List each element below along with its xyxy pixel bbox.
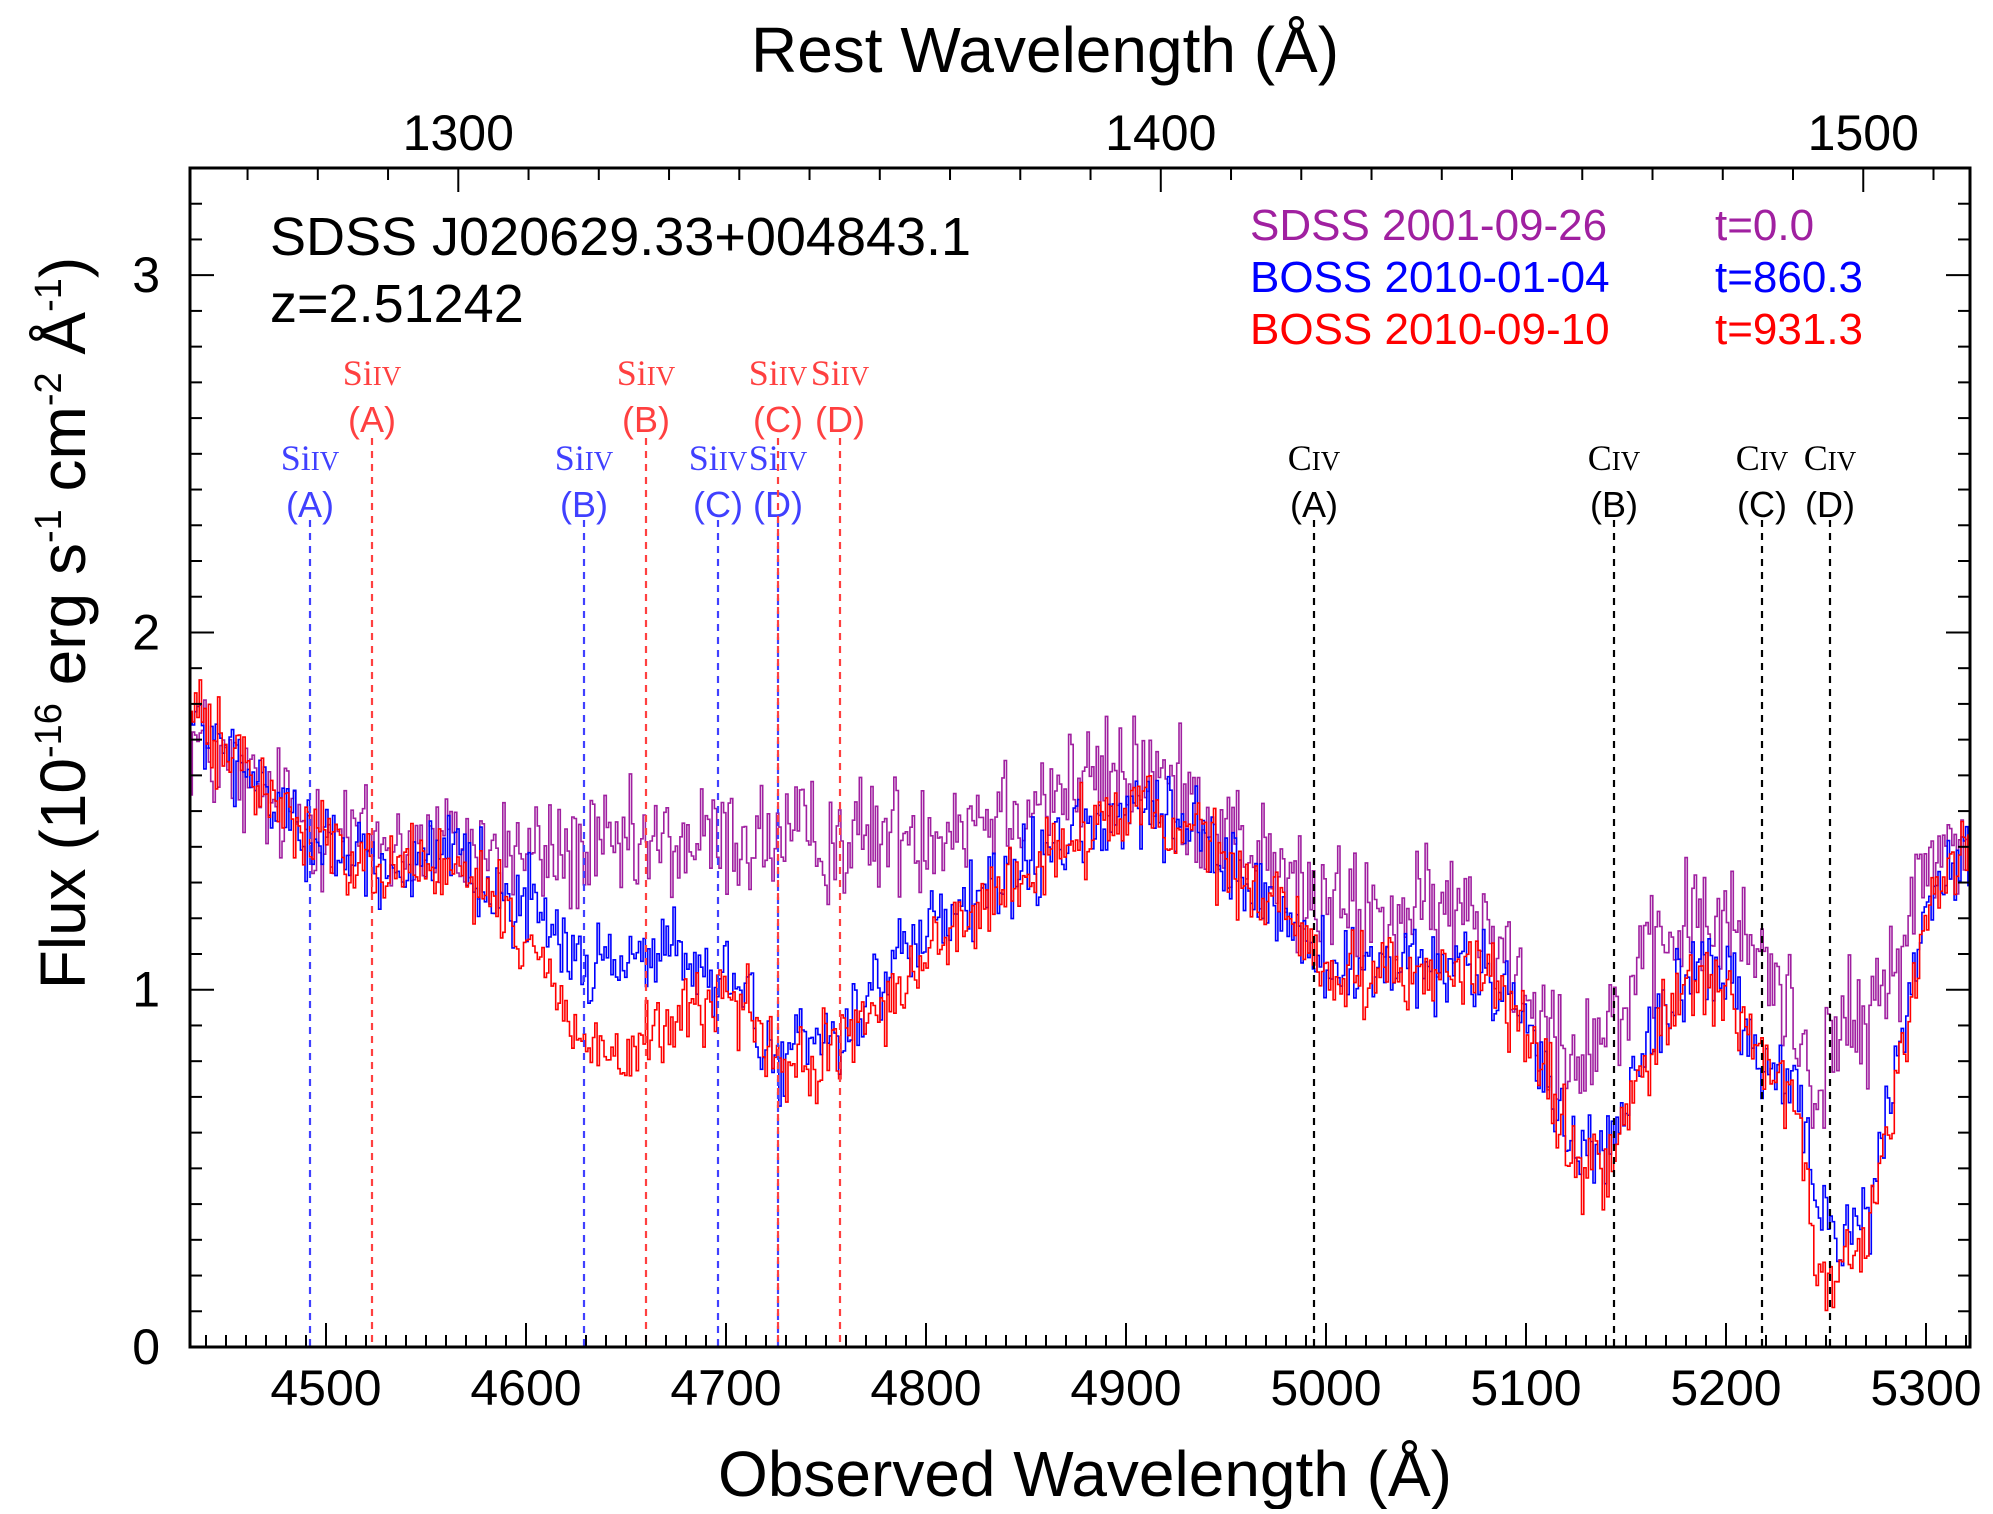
y-axis-title-exp2: -2 <box>28 372 70 406</box>
y-axis-title-prefix: Flux (10 <box>27 758 99 989</box>
legend-time-sdss: t=0.0 <box>1715 201 1814 250</box>
top-tick-label: 1500 <box>1808 105 1919 161</box>
marker-label-10: (C) <box>1737 484 1787 525</box>
marker-ion-5: SiIV <box>749 438 808 478</box>
spectrum-line-0 <box>190 699 1969 1129</box>
marker-ion-7: SiIV <box>811 353 870 393</box>
legend-time-boss1: t=860.3 <box>1715 253 1863 302</box>
marker-label-3: (B) <box>622 399 670 440</box>
x-tick-label: 4900 <box>1070 1360 1181 1416</box>
marker-ion-8: CIV <box>1288 438 1341 478</box>
x-tick-label: 4800 <box>870 1360 981 1416</box>
marker-ion-3: SiIV <box>617 353 676 393</box>
spectrum-series-group <box>190 679 1969 1312</box>
x-tick-label: 4600 <box>470 1360 581 1416</box>
y-axis-title: Flux (10-16 erg s-1 cm-2 Å-1) <box>27 257 99 989</box>
x-tick-label: 4500 <box>270 1360 381 1416</box>
y-axis-title-unit3: Å <box>27 312 99 373</box>
marker-ion-9: CIV <box>1588 438 1641 478</box>
top-tick-label: 1400 <box>1105 105 1216 161</box>
marker-label-1: (A) <box>348 399 396 440</box>
spectrum-line-1 <box>190 704 1969 1267</box>
x-tick-label: 5300 <box>1870 1360 1981 1416</box>
bottom-axis-title: Observed Wavelength (Å) <box>718 1438 1452 1509</box>
y-axis-title-exp3: -1 <box>28 278 70 312</box>
marker-label-11: (D) <box>1805 484 1855 525</box>
x-tick-label: 4700 <box>670 1360 781 1416</box>
y-tick-label: 2 <box>132 604 160 660</box>
marker-ion-11: CIV <box>1804 438 1857 478</box>
legend-name-boss1: BOSS 2010-01-04 <box>1250 253 1610 302</box>
top-axis-title: Rest Wavelength (Å) <box>751 14 1339 86</box>
y-axis-title-exp: -16 <box>28 703 70 758</box>
y-tick-label: 3 <box>132 247 160 303</box>
legend-name-boss2: BOSS 2010-09-10 <box>1250 305 1610 354</box>
object-name: SDSS J020629.33+004843.1 <box>270 207 971 267</box>
marker-label-7: (D) <box>815 399 865 440</box>
legend-time-boss2: t=931.3 <box>1715 305 1863 354</box>
legend-name-sdss: SDSS 2001-09-26 <box>1250 201 1607 250</box>
marker-label-4: (C) <box>693 484 743 525</box>
axes-group: 4500 4600 4700 4800 4900 5000 5100 5200 5300 1300… <box>132 105 1981 1416</box>
marker-label-0: (A) <box>286 484 334 525</box>
y-axis-title-unit2: cm <box>27 406 99 509</box>
y-axis-title-unit1: erg s <box>27 543 99 703</box>
y-axis-title-suffix: ) <box>27 257 99 278</box>
marker-label-9: (B) <box>1590 484 1638 525</box>
top-tick-label: 1300 <box>403 105 514 161</box>
plot-frame <box>188 166 1972 1349</box>
marker-ion-10: CIV <box>1736 438 1789 478</box>
y-tick-label: 0 <box>132 1319 160 1375</box>
marker-label-8: (A) <box>1290 484 1338 525</box>
spectrum-line-2 <box>190 679 1969 1312</box>
x-tick-label: 5000 <box>1270 1360 1381 1416</box>
marker-label-2: (B) <box>560 484 608 525</box>
annotation-text-group: Rest Wavelength (Å) Observed Wavelength … <box>27 14 1863 1510</box>
x-tick-label: 5200 <box>1670 1360 1781 1416</box>
marker-label-6: (C) <box>753 399 803 440</box>
marker-ion-4: SiIV <box>689 438 748 478</box>
legend: SDSS 2001-09-26 t=0.0 BOSS 2010-01-04 t=… <box>1250 201 1863 354</box>
y-tick-label: 1 <box>132 962 160 1018</box>
marker-ion-0: SiIV <box>281 438 340 478</box>
absorption-markers-group: SiIV(A)SiIV(A)SiIV(B)SiIV(B)SiIV(C)SiIV(… <box>281 353 1857 1347</box>
x-tick-label: 5100 <box>1470 1360 1581 1416</box>
marker-ion-2: SiIV <box>555 438 614 478</box>
y-axis-title-exp1: -1 <box>28 509 70 543</box>
marker-ion-6: SiIV <box>749 353 808 393</box>
marker-ion-1: SiIV <box>343 353 402 393</box>
redshift-label: z=2.51242 <box>270 274 524 334</box>
